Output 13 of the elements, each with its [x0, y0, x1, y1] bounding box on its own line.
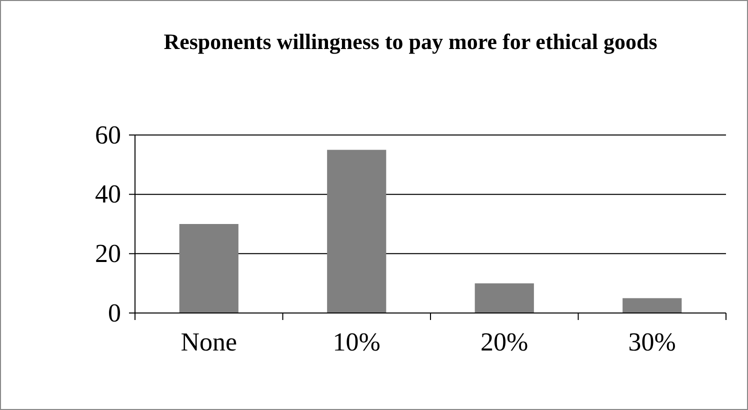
- bar: [327, 150, 386, 313]
- bar: [622, 298, 682, 313]
- x-tick-label: None: [180, 327, 238, 356]
- x-tick-label: 30%: [628, 327, 676, 356]
- y-tick-label: 0: [108, 298, 121, 328]
- y-tick-label: 60: [95, 120, 121, 150]
- bar: [474, 283, 534, 313]
- chart-title: Responents willingness to pay more for ethical goods: [164, 29, 658, 54]
- y-tick-label: 40: [95, 180, 121, 209]
- x-tick-label: 20%: [480, 327, 528, 356]
- bar: [179, 224, 238, 313]
- y-tick-label: 20: [95, 238, 121, 268]
- x-tick-label: 10%: [332, 327, 380, 356]
